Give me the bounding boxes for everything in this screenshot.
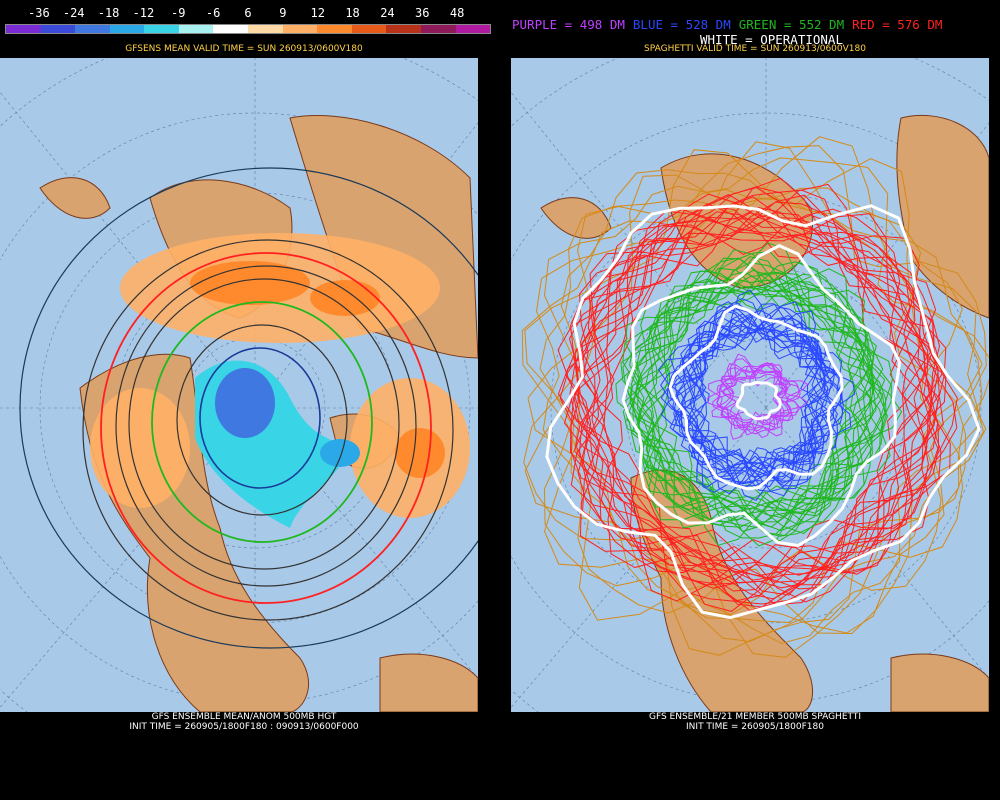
colorbar-swatch	[144, 25, 179, 33]
legend-entry: RED = 576 DM	[852, 17, 943, 32]
left-footer-line1: GFS ENSEMBLE MEAN/ANOM 500MB HGT	[151, 712, 337, 722]
spaghetti-line	[657, 302, 833, 474]
colorbar-labels: -36 -24 -18 -12 -9 -6 6 9 12 18 24 36 48	[4, 6, 492, 20]
colorbar-label: 24	[380, 6, 395, 20]
spaghetti-line	[573, 214, 951, 596]
spaghetti-line	[625, 256, 877, 513]
colorbar-label: -12	[132, 6, 155, 20]
operational-contour	[735, 380, 782, 421]
colorbar-swatch	[386, 25, 421, 33]
spaghetti-line	[716, 358, 791, 436]
spaghetti-legend: PURPLE = 498 DM BLUE = 528 DM GREEN = 552 …	[512, 18, 1000, 32]
colorbar-label: -24	[62, 6, 85, 20]
spaghetti-line	[574, 228, 940, 584]
colorbar-swatch	[248, 25, 283, 33]
spaghetti-line	[565, 203, 926, 592]
colorbar-swatch	[420, 25, 456, 33]
spaghetti-line	[577, 212, 943, 581]
spaghetti-line	[576, 194, 939, 583]
legend-entry: GREEN = 552 DM	[738, 17, 845, 32]
spaghetti-line	[622, 284, 884, 516]
spaghetti-line	[539, 136, 989, 658]
spaghetti-line	[521, 145, 987, 634]
spaghetti-line	[570, 193, 942, 602]
right-footer-line1: GFS ENSEMBLE/21 MEMBER 500MB SPAGHETTI	[648, 712, 862, 722]
spaghetti-line	[720, 362, 809, 422]
colorbar-swatch	[109, 25, 145, 33]
left-footer-line2: INIT TIME = 260905/1800F180 : 090913/060…	[129, 722, 359, 732]
colorbar-swatch	[351, 25, 387, 33]
spaghetti-line	[627, 251, 872, 529]
spaghetti-line	[570, 208, 958, 608]
panel-divider	[490, 58, 492, 800]
spaghetti-line	[577, 183, 940, 612]
spaghetti-line	[559, 186, 935, 602]
right-panel-title: SPAGHETTI VALID TIME = SUN 260913/0600V1…	[644, 44, 866, 54]
left-map-panel	[0, 58, 478, 712]
height-contours	[19, 167, 478, 649]
spaghetti-line	[637, 268, 888, 539]
colorbar-label: 6	[244, 6, 252, 20]
left-panel-title: GFSENS MEAN VALID TIME = SUN 260913/0600…	[125, 44, 363, 54]
spaghetti-line	[674, 309, 837, 502]
colorbar-swatch	[317, 25, 352, 33]
colorbar-swatch	[40, 25, 76, 33]
colorbar-swatch	[6, 25, 41, 33]
colorbar-label: -9	[171, 6, 186, 20]
operational-contour	[668, 304, 844, 491]
colorbar-label: -36	[28, 6, 50, 20]
spaghetti-line	[629, 269, 877, 520]
spaghetti-line	[557, 194, 947, 586]
colorbar-label: 18	[345, 6, 360, 20]
spaghetti-line	[644, 261, 892, 537]
legend-entry: BLUE = 528 DM	[632, 17, 731, 32]
spaghetti-line	[543, 157, 983, 644]
spaghetti-line	[660, 316, 832, 478]
spaghetti-line	[524, 149, 983, 616]
spaghetti-line	[569, 187, 937, 584]
colorbar-label: -6	[205, 6, 221, 20]
colorbar-label: 36	[415, 6, 430, 20]
spaghetti-line	[629, 278, 886, 514]
operational-contour	[545, 204, 981, 620]
spaghetti-line	[622, 249, 883, 526]
anomaly-colorbar: -36 -24 -18 -12 -9 -6 6 9 12 18 24 36 48	[2, 2, 492, 38]
colorbar-swatch	[178, 25, 214, 33]
spaghetti-contours	[521, 136, 989, 658]
colorbar-swatch	[213, 25, 249, 33]
colorbar-label: 12	[310, 6, 325, 20]
spaghetti-line	[631, 272, 872, 532]
spaghetti-line	[579, 213, 958, 605]
spaghetti-line	[643, 261, 894, 542]
operational-contour	[621, 244, 902, 548]
operational-label: WHITE = OPERATIONAL	[700, 32, 843, 47]
spaghetti-line	[680, 303, 844, 487]
spaghetti-line	[569, 206, 939, 612]
colorbar-swatch	[75, 25, 110, 33]
colorbar-label: 48	[449, 6, 465, 20]
colorbar-swatches	[5, 24, 491, 34]
colorbar-swatch	[282, 25, 318, 33]
left-panel-footer: GFS ENSEMBLE MEAN/ANOM 500MB HGT INIT TI…	[0, 712, 488, 732]
spaghetti-line	[622, 262, 875, 535]
spaghetti-line	[666, 308, 827, 493]
ensemble-mean-map	[0, 58, 478, 712]
right-footer-line2: INIT TIME = 260905/1800F180	[686, 722, 824, 732]
spaghetti-line	[680, 306, 842, 488]
anomaly-fills	[90, 233, 470, 528]
colorbar-label: -18	[97, 6, 120, 20]
right-panel-footer: GFS ENSEMBLE/21 MEMBER 500MB SPAGHETTI I…	[510, 712, 1000, 732]
spaghetti-line	[527, 174, 964, 624]
legend-entry: PURPLE = 498 DM	[512, 17, 625, 32]
right-map-panel	[511, 58, 989, 712]
spaghetti-line	[570, 201, 947, 606]
colorbar-swatch	[455, 25, 491, 33]
colorbar-label: 9	[279, 6, 287, 20]
spaghetti-map	[511, 58, 989, 712]
